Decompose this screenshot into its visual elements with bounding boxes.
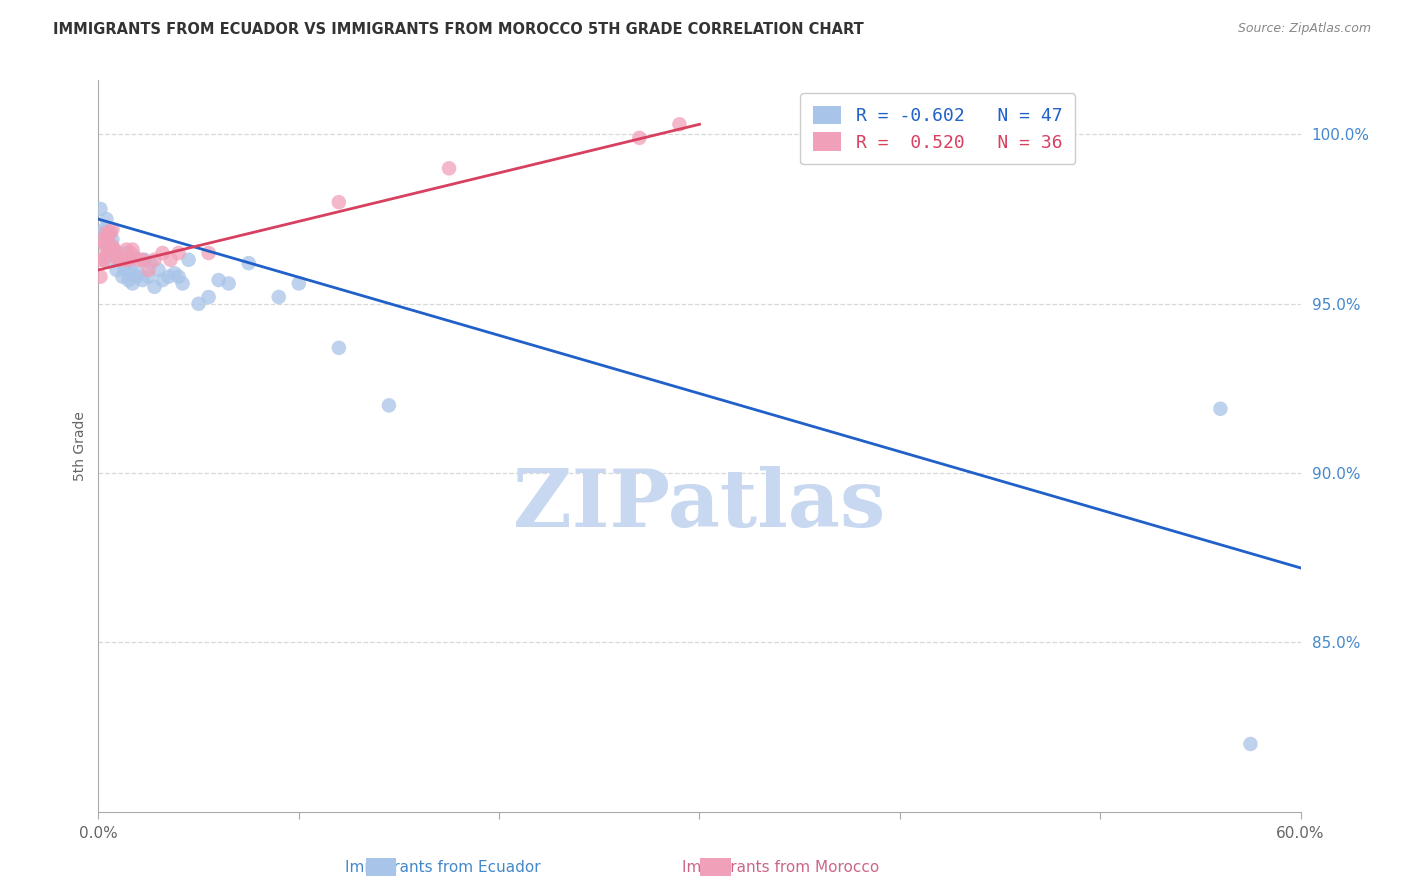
Point	[1209, 401, 1232, 416]
Point	[138, 269, 160, 284]
Point	[167, 269, 190, 284]
Point	[110, 252, 132, 267]
Point	[668, 117, 690, 131]
Point	[91, 252, 114, 267]
Text: Immigrants from Morocco: Immigrants from Morocco	[682, 860, 879, 874]
Point	[628, 131, 651, 145]
Point	[197, 246, 219, 260]
Point	[121, 277, 143, 291]
Point	[93, 235, 115, 250]
Point	[157, 269, 180, 284]
Point	[91, 232, 114, 246]
Point	[101, 222, 124, 236]
Legend: R = -0.602   N = 47, R =  0.520   N = 36: R = -0.602 N = 47, R = 0.520 N = 36	[800, 93, 1076, 164]
Point	[267, 290, 290, 304]
Point	[110, 252, 132, 267]
Point	[100, 239, 122, 253]
Point	[197, 290, 219, 304]
Point	[159, 252, 181, 267]
Point	[328, 195, 350, 210]
Point	[128, 266, 150, 280]
Point	[93, 252, 115, 267]
Point	[117, 252, 139, 267]
Point	[105, 249, 128, 263]
Point	[103, 249, 125, 263]
Point	[101, 232, 124, 246]
Point	[120, 246, 142, 260]
Point	[378, 398, 401, 412]
Point	[143, 252, 166, 267]
Point	[114, 263, 136, 277]
Point	[177, 252, 200, 267]
Point	[437, 161, 460, 176]
Point	[91, 226, 114, 240]
Point	[97, 252, 120, 267]
Point	[187, 297, 209, 311]
Point	[96, 212, 118, 227]
Point	[89, 252, 111, 267]
Point	[96, 243, 118, 257]
Point	[328, 341, 350, 355]
Text: IMMIGRANTS FROM ECUADOR VS IMMIGRANTS FROM MOROCCO 5TH GRADE CORRELATION CHART: IMMIGRANTS FROM ECUADOR VS IMMIGRANTS FR…	[53, 22, 865, 37]
Text: Source: ZipAtlas.com: Source: ZipAtlas.com	[1237, 22, 1371, 36]
Point	[134, 252, 156, 267]
Point	[125, 269, 148, 284]
Point	[100, 226, 122, 240]
Point	[121, 243, 143, 257]
Point	[100, 243, 122, 257]
Text: Immigrants from Ecuador: Immigrants from Ecuador	[344, 860, 541, 874]
Point	[152, 246, 174, 260]
Point	[172, 277, 194, 291]
Point	[107, 252, 129, 267]
Point	[107, 246, 129, 260]
Point	[124, 249, 146, 263]
Text: ZIPatlas: ZIPatlas	[513, 466, 886, 543]
Point	[120, 263, 142, 277]
Point	[111, 269, 134, 284]
Point	[139, 256, 162, 270]
Point	[100, 226, 122, 240]
Point	[131, 252, 153, 267]
Point	[111, 252, 134, 267]
Point	[101, 239, 124, 253]
Point	[103, 243, 125, 257]
Point	[114, 252, 136, 267]
Point	[93, 235, 115, 250]
Point	[148, 263, 170, 277]
Point	[115, 243, 138, 257]
Point	[163, 266, 186, 280]
Point	[1239, 737, 1261, 751]
Point	[97, 243, 120, 257]
Point	[138, 263, 160, 277]
Point	[288, 277, 311, 291]
Point	[128, 252, 150, 267]
Y-axis label: 5th Grade: 5th Grade	[73, 411, 87, 481]
Point	[218, 277, 240, 291]
Point	[97, 243, 120, 257]
Point	[143, 280, 166, 294]
Point	[208, 273, 231, 287]
Point	[117, 256, 139, 270]
Point	[89, 269, 111, 284]
Point	[89, 202, 111, 216]
Point	[117, 273, 139, 287]
Point	[167, 246, 190, 260]
Point	[96, 226, 118, 240]
Point	[115, 246, 138, 260]
Point	[105, 263, 128, 277]
Point	[97, 229, 120, 244]
Point	[131, 273, 153, 287]
Point	[152, 273, 174, 287]
Point	[93, 222, 115, 236]
Point	[238, 256, 260, 270]
